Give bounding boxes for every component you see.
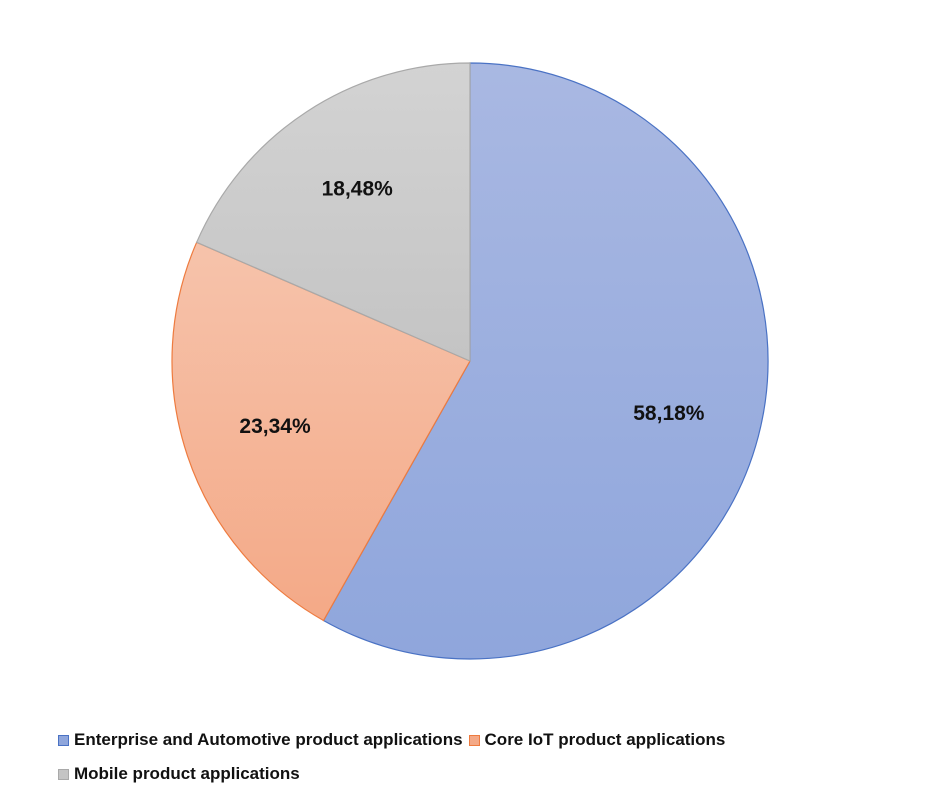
- pie-slice-mobile[interactable]: [195, 62, 471, 362]
- pie-chart: 58,18% 23,34% 18,48%: [171, 62, 769, 660]
- legend-entry-enterprise[interactable]: Enterprise and Automotive product applic…: [58, 730, 463, 750]
- pie-slices: [171, 62, 769, 660]
- pie-slice-enterprise[interactable]: [322, 62, 769, 660]
- legend-swatch-mobile: [58, 768, 69, 780]
- legend-entry-mobile[interactable]: Mobile product applications: [58, 764, 300, 784]
- pie-chart-area: 58,18% 23,34% 18,48%: [171, 62, 769, 660]
- data-label-enterprise: 58,18%: [633, 402, 705, 425]
- legend-label-enterprise: Enterprise and Automotive product applic…: [74, 730, 463, 749]
- legend-swatch-core-iot: [468, 734, 480, 746]
- legend-label-mobile: Mobile product applications: [74, 764, 300, 783]
- data-label-core-iot: 23,34%: [239, 415, 311, 438]
- pie-data-labels: 58,18% 23,34% 18,48%: [239, 178, 704, 438]
- legend-label-core-iot: Core IoT product applications: [484, 730, 726, 749]
- data-label-mobile: 18,48%: [322, 178, 394, 201]
- pie-slice-core-iot[interactable]: [171, 241, 471, 622]
- legend-entry-core-iot[interactable]: Core IoT product applications: [468, 730, 726, 750]
- legend-swatch-enterprise: [58, 734, 69, 746]
- legend-row-1: Enterprise and Automotive product applic…: [58, 728, 898, 752]
- legend-row-2: Mobile product applications: [58, 762, 898, 786]
- legend: Enterprise and Automotive product applic…: [58, 728, 898, 796]
